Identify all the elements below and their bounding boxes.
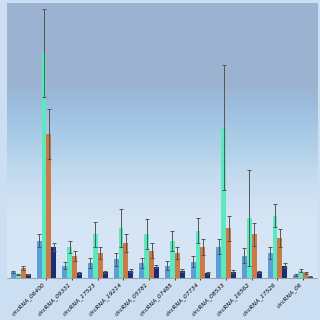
- Bar: [46, 134, 51, 278]
- Bar: [221, 128, 226, 278]
- Bar: [196, 230, 200, 278]
- Bar: [200, 247, 205, 278]
- Bar: [180, 271, 185, 278]
- Bar: [11, 272, 16, 278]
- Bar: [277, 238, 282, 278]
- Bar: [42, 53, 46, 278]
- Bar: [252, 234, 257, 278]
- Bar: [77, 273, 82, 278]
- Bar: [144, 234, 149, 278]
- Bar: [231, 272, 236, 278]
- Bar: [140, 263, 144, 278]
- Bar: [226, 228, 231, 278]
- Bar: [308, 276, 313, 278]
- Bar: [128, 271, 133, 278]
- Bar: [103, 272, 108, 278]
- Bar: [119, 228, 124, 278]
- Bar: [303, 273, 308, 278]
- Bar: [268, 253, 273, 278]
- Bar: [165, 266, 170, 278]
- Bar: [21, 268, 26, 278]
- Bar: [247, 218, 252, 278]
- Bar: [51, 247, 56, 278]
- Bar: [93, 234, 98, 278]
- Bar: [170, 241, 175, 278]
- Bar: [37, 241, 42, 278]
- Bar: [298, 271, 303, 278]
- Bar: [205, 273, 210, 278]
- Bar: [175, 253, 180, 278]
- Bar: [154, 267, 159, 278]
- Bar: [273, 215, 277, 278]
- Bar: [216, 247, 221, 278]
- Bar: [26, 274, 30, 278]
- Bar: [149, 251, 154, 278]
- Bar: [257, 272, 261, 278]
- Bar: [114, 259, 119, 278]
- Bar: [72, 256, 77, 278]
- Bar: [62, 266, 67, 278]
- Bar: [282, 266, 287, 278]
- Bar: [16, 274, 21, 278]
- Bar: [242, 256, 247, 278]
- Bar: [88, 263, 93, 278]
- Bar: [293, 275, 298, 278]
- Bar: [67, 247, 72, 278]
- Bar: [191, 262, 196, 278]
- Bar: [124, 243, 128, 278]
- Bar: [98, 253, 103, 278]
